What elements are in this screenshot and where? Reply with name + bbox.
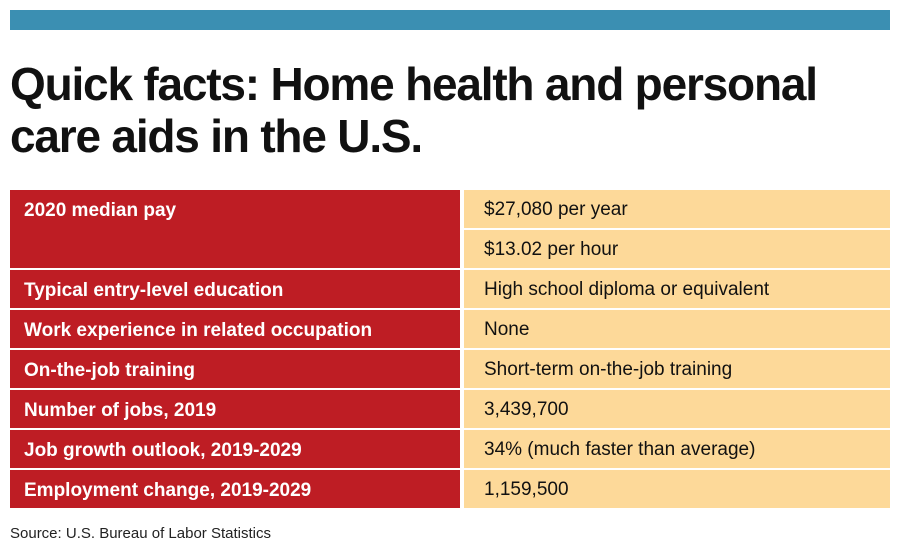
row-value: 3,439,700: [464, 390, 890, 430]
table-row: Job growth outlook, 2019-2029 34% (much …: [10, 430, 890, 470]
table-row: On-the-job training Short-term on-the-jo…: [10, 350, 890, 390]
row-value: Short-term on-the-job training: [464, 350, 890, 390]
facts-table: 2020 median pay $27,080 per year $13.02 …: [10, 190, 890, 510]
row-values: High school diploma or equivalent: [464, 270, 890, 310]
table-row: Work experience in related occupation No…: [10, 310, 890, 350]
row-value: $27,080 per year: [464, 190, 890, 230]
row-values: None: [464, 310, 890, 350]
row-label: Number of jobs, 2019: [10, 390, 460, 430]
row-values: $27,080 per year $13.02 per hour: [464, 190, 890, 270]
row-values: 3,439,700: [464, 390, 890, 430]
row-label: Job growth outlook, 2019-2029: [10, 430, 460, 470]
row-label: Employment change, 2019-2029: [10, 470, 460, 510]
row-value: High school diploma or equivalent: [464, 270, 890, 310]
row-value: 34% (much faster than average): [464, 430, 890, 470]
top-accent-bar: [10, 10, 890, 30]
row-label: 2020 median pay: [10, 190, 460, 270]
row-label: Work experience in related occupation: [10, 310, 460, 350]
row-label: Typical entry-level education: [10, 270, 460, 310]
source-note: Source: U.S. Bureau of Labor Statistics: [10, 525, 271, 542]
table-row: Number of jobs, 2019 3,439,700: [10, 390, 890, 430]
row-values: Short-term on-the-job training: [464, 350, 890, 390]
row-value: $13.02 per hour: [464, 230, 890, 270]
table-row: Typical entry-level education High schoo…: [10, 270, 890, 310]
table-row: Employment change, 2019-2029 1,159,500: [10, 470, 890, 510]
row-values: 34% (much faster than average): [464, 430, 890, 470]
row-label: On-the-job training: [10, 350, 460, 390]
row-values: 1,159,500: [464, 470, 890, 510]
table-row: 2020 median pay $27,080 per year $13.02 …: [10, 190, 890, 270]
row-value: 1,159,500: [464, 470, 890, 510]
page-title: Quick facts: Home health and personal ca…: [10, 58, 818, 162]
row-value: None: [464, 310, 890, 350]
